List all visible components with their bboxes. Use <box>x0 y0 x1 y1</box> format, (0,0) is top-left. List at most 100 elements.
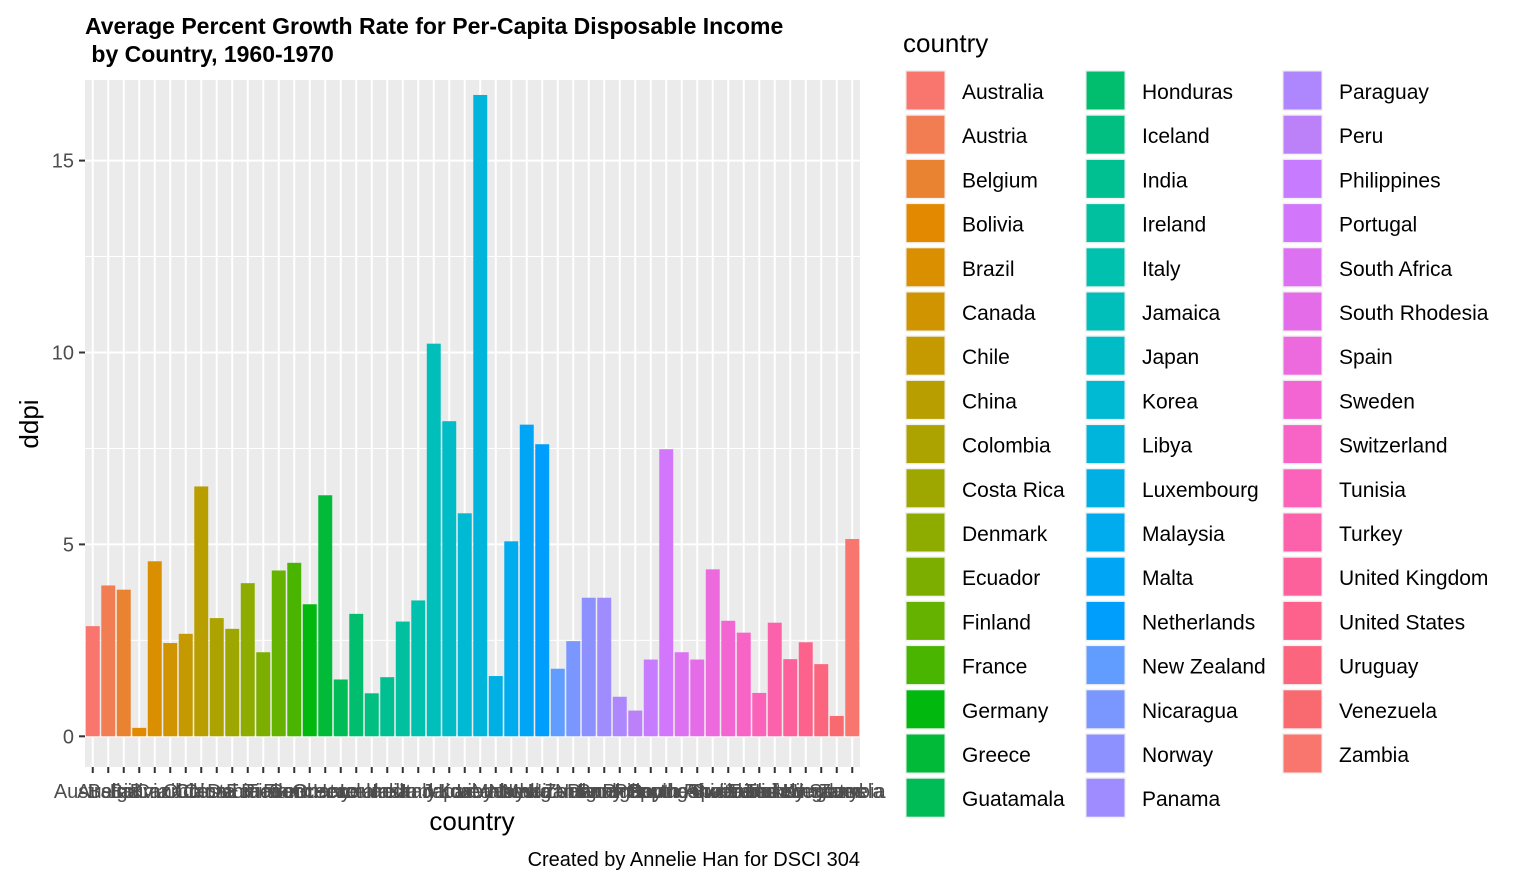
x-tick-label: Tunisia <box>727 781 792 803</box>
legend-label: Italy <box>1142 258 1181 281</box>
legend-label: Zambia <box>1339 744 1409 767</box>
legend-label: Korea <box>1142 390 1198 413</box>
x-tick-label: Venezuela <box>790 781 884 803</box>
legend-label: Austria <box>962 125 1028 148</box>
bar-united-kingdom <box>783 659 798 737</box>
x-tick-label: Jamaica <box>397 781 472 803</box>
legend-swatch <box>1283 646 1322 685</box>
bar-philippines <box>643 659 658 737</box>
legend-swatch <box>1283 71 1322 110</box>
bar-costa-rica <box>225 628 240 737</box>
legend-swatch <box>1283 115 1322 154</box>
legend-swatch <box>1283 159 1322 198</box>
legend-swatch <box>1283 336 1322 375</box>
legend-swatch <box>1086 646 1125 685</box>
legend-label: Luxembourg <box>1142 479 1259 502</box>
x-tick-label: United States <box>746 781 866 803</box>
legend-swatch <box>906 248 945 287</box>
legend-label: Venezuela <box>1339 700 1437 723</box>
x-tick-label: Zambia <box>819 781 887 803</box>
bar-netherlands <box>535 444 550 737</box>
legend-label: Colombia <box>962 435 1051 458</box>
legend-label: Japan <box>1142 346 1199 369</box>
x-tick-label: Uruguay <box>783 781 859 803</box>
bar-nicaragua <box>566 641 581 737</box>
x-tick-label: Peru <box>614 781 656 803</box>
bar-korea <box>457 513 472 737</box>
bar-venezuela <box>829 715 844 737</box>
x-tick-label: Sweden <box>692 781 764 803</box>
bar-sweden <box>721 620 736 737</box>
legend-label: United States <box>1339 611 1465 634</box>
x-tick-label: Philippines <box>602 781 699 803</box>
x-tick-label: Malta <box>502 781 552 803</box>
chart-title-line2: by Country, 1960-1970 <box>85 41 334 67</box>
y-tick-label: 0 <box>63 726 74 748</box>
legend-swatch <box>906 425 945 464</box>
legend-label: Malta <box>1142 567 1194 590</box>
legend-label: Peru <box>1339 125 1383 148</box>
legend-swatch <box>906 159 945 198</box>
y-tick-label: 10 <box>52 342 74 364</box>
x-tick-label: Norway <box>555 781 623 803</box>
legend-label: Greece <box>962 744 1031 767</box>
x-tick-label: Costa Rica <box>183 781 282 803</box>
y-tick-label: 5 <box>63 534 74 556</box>
bar-france <box>287 562 302 737</box>
x-tick-label: Australia <box>54 781 133 803</box>
legend-label: Panama <box>1142 788 1221 811</box>
bar-honduras <box>349 613 364 737</box>
legend-label: Switzerland <box>1339 435 1448 458</box>
legend-swatch <box>1086 469 1125 508</box>
legend-label: Turkey <box>1339 523 1403 546</box>
bar-greece <box>318 495 333 737</box>
bar-ireland <box>395 621 410 737</box>
bar-bolivia <box>132 727 147 737</box>
legend-swatch <box>906 115 945 154</box>
bar-united-states <box>798 642 813 737</box>
x-tick-label: Canada <box>135 781 206 803</box>
legend-label: Ecuador <box>962 567 1040 590</box>
bar-germany <box>302 604 317 737</box>
x-tick-label: Iceland <box>340 781 405 803</box>
legend-label: Denmark <box>962 523 1048 546</box>
bar-switzerland <box>736 632 751 737</box>
bar-turkey <box>767 622 782 737</box>
legend-label: Australia <box>962 81 1044 104</box>
x-axis: AustraliaAustriaBelgiumBoliviaBrazilCana… <box>54 767 887 803</box>
legend-swatch <box>1086 115 1125 154</box>
x-tick-label: Paraguay <box>577 781 663 803</box>
legend-swatch <box>1283 425 1322 464</box>
legend-label: Finland <box>962 611 1031 634</box>
x-tick-label: Libya <box>456 781 505 803</box>
legend-swatch <box>1086 204 1125 243</box>
legend-swatch <box>1086 601 1125 640</box>
x-tick-label: Malaysia <box>472 781 552 803</box>
legend-swatch <box>906 292 945 331</box>
legend-label: Chile <box>962 346 1010 369</box>
bar-finland <box>271 570 286 737</box>
bar-libya <box>473 94 488 737</box>
legend-swatch <box>1086 292 1125 331</box>
x-tick-label: Nicaragua <box>528 781 620 803</box>
bar-guatamala <box>333 679 348 737</box>
legend-label: Uruguay <box>1339 656 1419 679</box>
legend-swatch <box>1283 734 1322 773</box>
x-tick-label: United Kingdom <box>719 781 861 803</box>
x-tick-label: Chile <box>163 781 209 803</box>
legend-swatch <box>906 336 945 375</box>
legend-swatch <box>1283 601 1322 640</box>
legend-label: Nicaragua <box>1142 700 1238 723</box>
bar-spain <box>705 569 720 737</box>
x-tick-label: Greece <box>292 781 358 803</box>
bar-norway <box>581 597 596 737</box>
bar-new-zealand <box>550 668 565 737</box>
legend-label: Philippines <box>1339 169 1441 192</box>
x-tick-label: Italy <box>400 781 437 803</box>
bar-tunisia <box>752 692 767 737</box>
legend-label: Sweden <box>1339 390 1415 413</box>
legend-swatch <box>1283 513 1322 552</box>
legend-label: Guatamala <box>962 788 1065 811</box>
bar-colombia <box>209 618 224 737</box>
